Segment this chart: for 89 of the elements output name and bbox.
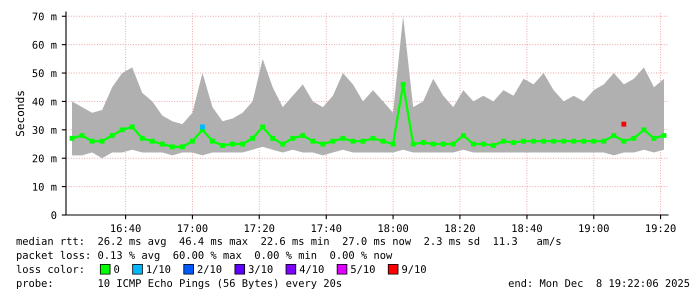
point <box>140 136 145 141</box>
point <box>80 133 84 138</box>
legend-label: 1/10 <box>147 265 170 274</box>
point <box>621 138 626 144</box>
point <box>490 143 496 148</box>
point <box>541 138 546 144</box>
point <box>480 142 486 146</box>
point <box>120 127 125 132</box>
point <box>440 142 446 146</box>
legend-label: 0 <box>114 265 120 274</box>
point <box>631 136 636 141</box>
point <box>370 136 376 141</box>
y-tick-label: 60 m <box>32 40 56 49</box>
y-tick-label: 10 m <box>33 182 56 191</box>
point <box>450 142 456 146</box>
point <box>310 138 316 144</box>
x-tick-label: 16:40 <box>111 224 141 232</box>
point <box>340 136 346 141</box>
y-tick-label: 70 m <box>32 12 56 20</box>
point <box>470 142 476 146</box>
x-tick-label: 18:20 <box>445 224 475 232</box>
point <box>551 138 556 144</box>
point <box>260 124 266 130</box>
y-tick-label: 30 m <box>32 126 56 134</box>
point <box>350 138 356 144</box>
point <box>420 140 426 146</box>
point <box>601 138 606 144</box>
point <box>130 124 135 130</box>
x-tick-label: 18:40 <box>512 224 542 232</box>
y-tick-label: 40 m <box>32 98 56 106</box>
point <box>190 138 195 144</box>
point <box>70 136 74 141</box>
point <box>100 138 105 144</box>
point <box>521 138 526 144</box>
point <box>280 142 286 146</box>
point <box>110 133 115 138</box>
point <box>330 138 336 144</box>
legend-label: 5/10 <box>351 265 375 274</box>
point <box>170 144 175 150</box>
x-tick-label: 17:20 <box>244 224 274 232</box>
text: end: Mon Dec 8 19:22:06 2025 <box>508 278 690 288</box>
point <box>611 133 616 138</box>
point <box>250 136 256 141</box>
point <box>511 140 516 146</box>
legend-label: 4/10 <box>300 265 324 274</box>
point <box>641 127 646 132</box>
text: packet loss: 0.13 % avg 60.00 % max 0.00 % min 0.00 % now <box>16 250 392 262</box>
x-tick-label: 19:20 <box>646 224 676 232</box>
point <box>300 133 306 138</box>
point <box>652 136 656 141</box>
point <box>531 138 536 144</box>
point <box>561 138 566 144</box>
point <box>400 82 406 87</box>
point <box>380 138 386 144</box>
point <box>501 138 506 144</box>
point <box>90 138 95 144</box>
x-tick-label: 19:00 <box>579 224 609 232</box>
point <box>160 142 165 146</box>
x-tick-label: 17:00 <box>178 224 208 232</box>
legend-label: 3/10 <box>248 265 273 274</box>
point <box>210 138 215 144</box>
point <box>591 138 596 144</box>
y-tick-label: 20 m <box>32 154 56 162</box>
text: loss color: <box>16 264 82 274</box>
text: median rtt: 26.2 ms avg 46.4 ms max 22.6 ms min 27.0 ms now 2.3 ms sd 11.3 am/s <box>16 236 561 248</box>
point <box>150 138 155 144</box>
point <box>360 138 366 144</box>
point <box>460 133 466 138</box>
point <box>410 142 416 146</box>
point <box>571 138 576 144</box>
y-tick-label: 50 m <box>32 69 56 78</box>
x-tick-label: 18:00 <box>378 224 408 232</box>
point <box>230 142 235 146</box>
point <box>662 133 666 138</box>
point <box>270 136 276 141</box>
point <box>390 142 396 146</box>
point <box>430 142 436 146</box>
legend-label: 9/10 <box>402 265 426 274</box>
point <box>290 136 296 141</box>
point <box>581 138 586 144</box>
y-axis-title: Seconds <box>16 91 24 136</box>
point <box>180 144 185 150</box>
legend-label: 2/10 <box>198 265 222 274</box>
x-tick-label: 17:40 <box>312 224 342 232</box>
y-tick-label: 0 <box>51 211 56 220</box>
point <box>220 143 225 148</box>
point <box>240 142 246 146</box>
point <box>320 142 326 146</box>
text: probe: 10 ICMP Echo Pings (56 Bytes) every 20s <box>16 278 342 290</box>
